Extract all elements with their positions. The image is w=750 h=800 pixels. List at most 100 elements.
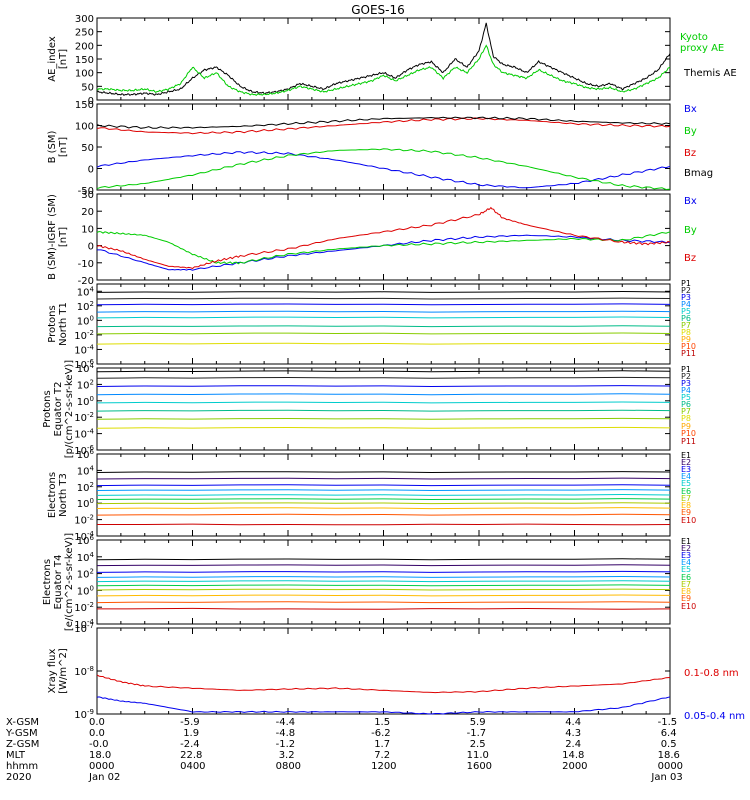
y-tick-label: 102 [77,300,94,313]
y-tick-label: 0 [88,242,94,253]
y-tick-label: 0 [88,165,94,176]
legend-entry: E5 [681,479,691,488]
y-axis-label: Equator T4 [53,555,64,610]
y-axis-label: AE_index [47,36,58,82]
legend-entry: E7 [681,494,691,503]
legend-entry: P2 [681,286,691,295]
series-line-e9 [96,601,671,604]
ephemeris-value: 3.2 [278,750,295,761]
y-tick-label: 50 [81,143,94,154]
y-tick-label: 10-2 [74,514,94,527]
panel-frame [96,367,671,451]
series-line-by [96,230,671,265]
panel-frame [96,627,671,715]
y-axis-label: [p/(cm^2-s-sr-keV)] [64,360,75,459]
y-tick-label: 10-2 [74,329,94,342]
y-tick-label: 102 [77,568,94,581]
y-axis-label: [nT] [58,137,69,157]
legend-entry: P10 [681,429,696,438]
legend-entry: P4 [681,386,691,395]
y-tick-label: 104 [77,551,95,564]
legend-entry: E6 [681,487,691,496]
series-line-p5 [96,401,671,404]
legend-entry: P5 [681,393,691,402]
legend-entry: E6 [681,573,691,582]
legend-entry: E1 [681,451,691,460]
series-line-p8 [96,426,671,429]
y-tick-label: 10-4 [74,343,94,356]
series-line-bx [97,234,671,271]
y-tick-label: 100 [77,497,94,510]
ephemeris-value: 11.0 [466,750,489,761]
ephemeris-value: -5.9 [180,717,200,728]
legend-entry: By [684,225,697,236]
series-line-e5 [96,493,671,496]
legend-entry: P2 [681,372,691,381]
y-tick-label: 150 [75,100,94,111]
y-axis-label: [nT] [58,49,69,69]
legend-entry: E2 [681,458,691,467]
series-line-0-1-0-8-nm [96,674,671,694]
y-tick-label: 50 [81,82,94,93]
panel-3: -20 -10 0 10 20 30 B (SM)-IGRF (SM) [nT] Bx By Bz [47,190,697,287]
y-axis-label: Protons [42,390,53,427]
y-tick-label: 10 [81,224,94,235]
series-line-p3 [96,385,671,388]
ephemeris-value: -2.4 [180,739,200,750]
ephemeris-value: 2.5 [469,739,486,750]
y-tick-label: 10-2 [74,601,94,614]
legend-entry: P3 [681,293,691,302]
y-tick-label: 150 [75,55,94,66]
ephemeris-value: 0.5 [660,739,677,750]
series-line-p7 [96,332,671,335]
series-line-p2 [96,297,671,300]
series-line-p8 [96,342,671,345]
series-line-p5 [96,316,671,319]
series-line-e3 [96,484,671,487]
y-axis-label: Equator T2 [53,382,64,437]
legend-entry: 0.05-0.4 nm [684,711,745,720]
ephemeris-value: 6.4 [660,728,677,739]
series-line-e2 [96,477,671,480]
y-axis-label: Electrons [47,472,58,518]
series-line-e4 [96,575,671,578]
legend-entry: E10 [681,602,696,611]
ephemeris-value: 0000 [657,761,684,772]
series-line-e9 [96,513,671,516]
series-line-e10 [97,523,671,526]
y-axis-label: Xray flux [47,649,58,694]
series-line-e2 [96,564,671,567]
legend-entry: E9 [681,594,691,603]
ephemeris-value: Jan 03 [651,772,683,783]
legend-entry: P8 [681,414,691,423]
legend-entry: Bz [684,253,696,264]
series-line-p4 [96,393,671,396]
legend-entry: P9 [681,422,691,431]
legend-entry: E3 [681,465,691,474]
ephemeris-value: 22.8 [180,750,203,761]
ephemeris-row-label: Z-GSM [6,739,40,750]
y-tick-label: -50 [78,186,94,197]
y-axis-label: [e/(cm^2-s-sr-keV)] [64,533,75,631]
ephemeris-value: -0.0 [89,739,109,750]
legend-entry: E4 [681,472,691,481]
y-tick-label: 100 [77,395,94,408]
ephemeris-value: -6.2 [371,728,391,739]
legend-entry: E7 [681,580,691,589]
legend-entry: E8 [681,587,691,596]
series-line-bz [96,206,671,270]
legend-entry: Bx [684,104,697,115]
legend-entry: P10 [681,342,696,351]
ephemeris-value: 2.4 [565,739,582,750]
legend-entry: P1 [681,365,691,374]
series-line-p3 [96,303,671,306]
ephemeris-value: 4.4 [565,717,582,728]
ephemeris-value: -1.7 [466,728,487,739]
legend-entry: E8 [681,501,691,510]
ephemeris-value: -4.8 [275,728,296,739]
series-line-e4 [96,489,671,492]
legend-entry: P9 [681,335,691,344]
